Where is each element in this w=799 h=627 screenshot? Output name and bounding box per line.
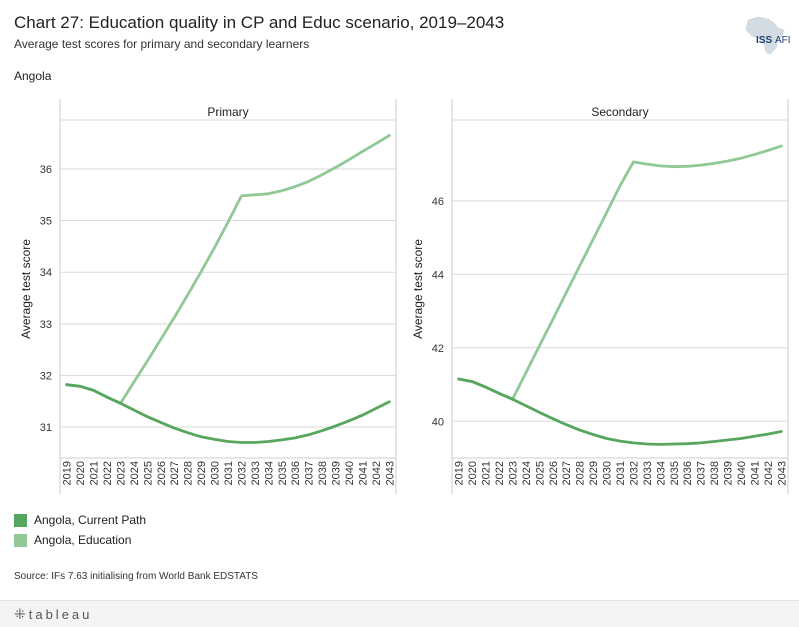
- chart-1-series-education-line[interactable]: [457, 144, 783, 401]
- chart-0-x-tick-label: 2029: [196, 461, 208, 485]
- chart-1-x-tick-label: 2042: [763, 461, 775, 485]
- legend-swatch-education: [14, 533, 27, 547]
- chart-0-x-tick-label: 2033: [250, 461, 262, 485]
- chart-0-x-tick-label: 2019: [62, 461, 74, 485]
- chart-1-x-tick-label: 2038: [709, 461, 721, 485]
- chart-1-x-tick-label: 2041: [749, 461, 761, 485]
- tableau-brand: tableau: [28, 607, 93, 622]
- chart-0-series-current-path-line[interactable]: [65, 383, 391, 444]
- logo-text-accent: AFI: [775, 35, 791, 46]
- chart-1-x-tick-label: 2037: [696, 461, 708, 485]
- chart-1-x-tick-label: 2040: [736, 461, 748, 485]
- source-note: Source: IFs 7.63 initialising from World…: [14, 571, 258, 582]
- chart-0-x-tick-label: 2026: [156, 461, 168, 485]
- chart-1-x-tick-label: 2029: [588, 461, 600, 485]
- chart-0-y-tick-label: 34: [40, 267, 52, 279]
- chart-0-x-tick-label: 2040: [344, 461, 356, 485]
- chart-1-x-tick-label: 2022: [494, 461, 506, 485]
- chart-0-x-tick-label: 2041: [357, 461, 369, 485]
- chart-1-x-tick-label: 2020: [467, 461, 479, 485]
- chart-0-y-tick-label: 32: [40, 370, 52, 382]
- chart-1-x-tick-label: 2024: [521, 461, 533, 485]
- chart-1-y-tick-label: 40: [432, 416, 444, 428]
- chart-0-panel-title: Primary: [207, 105, 248, 119]
- chart-1-x-tick-label: 2025: [534, 461, 546, 485]
- chart-1-y-tick-label: 44: [432, 269, 444, 281]
- legend-label-current-path: Angola, Current Path: [34, 513, 147, 527]
- chart-1-x-tick-label: 2034: [655, 461, 667, 485]
- chart-1-y-tick-label: 42: [432, 343, 444, 355]
- legend-label-education: Angola, Education: [34, 533, 132, 547]
- legend-item-education[interactable]: Angola, Education: [14, 530, 146, 550]
- chart-0-x-tick-label: 2027: [169, 461, 181, 485]
- charts-area: Primary 31 32 33 34 35 36 Average test score 201…: [19, 99, 789, 494]
- chart-0-y-tick-label: 33: [40, 319, 52, 331]
- chart-1-x-tick-label: 2031: [615, 461, 627, 485]
- chart-1-x-tick-label: 2021: [481, 461, 493, 485]
- tableau-logo[interactable]: ⁜ tableau: [14, 606, 92, 623]
- chart-0-x-tick-label: 2034: [263, 461, 275, 485]
- chart-1-x-tick-label: 2036: [682, 461, 694, 485]
- chart-0-x-tick-label: 2042: [371, 461, 383, 485]
- chart-0-x-tick-label: 2021: [89, 461, 101, 485]
- chart-0-x-tick-label: 2028: [183, 461, 195, 485]
- chart-1-x-tick-label: 2030: [602, 461, 614, 485]
- chart-1-x-tick-label: 2032: [628, 461, 640, 485]
- chart-0-x-tick-label: 2032: [236, 461, 248, 485]
- chart-1-x-tick-label: 2039: [723, 461, 735, 485]
- country-label: Angola: [14, 69, 52, 83]
- chart-0-x-tick-label: 2035: [277, 461, 289, 485]
- chart-0-x-tick-label: 2023: [115, 461, 127, 485]
- chart-title: Chart 27: Education quality in CP and Ed…: [14, 13, 505, 32]
- legend-item-current-path[interactable]: Angola, Current Path: [14, 510, 146, 530]
- chart-subtitle: Average test scores for primary and seco…: [14, 37, 310, 51]
- chart-0-x-tick-label: 2037: [304, 461, 316, 485]
- legend: Angola, Current Path Angola, Education: [14, 510, 146, 550]
- logo-text: ISS: [756, 35, 772, 46]
- tableau-cross-icon: ⁜: [14, 606, 26, 622]
- chart-1-x-tick-label: 2033: [642, 461, 654, 485]
- chart-0-x-tick-label: 2025: [142, 461, 154, 485]
- chart-1-x-tick-label: 2026: [548, 461, 560, 485]
- chart-0-x-tick-label: 2030: [210, 461, 222, 485]
- legend-swatch-current-path: [14, 513, 27, 527]
- chart-0-y-tick-label: 35: [40, 216, 52, 228]
- chart-0-x-tick-label: 2038: [317, 461, 329, 485]
- chart-1-panel-title: Secondary: [591, 105, 648, 119]
- chart-1-y-axis-label: Average test score: [411, 239, 425, 339]
- chart-1-y-tick-label: 46: [432, 196, 444, 208]
- chart-0-y-tick-label: 36: [40, 164, 52, 176]
- chart-1-x-tick-label: 2027: [561, 461, 573, 485]
- chart-1-series-current-path-line[interactable]: [457, 377, 783, 446]
- issafrica-logo[interactable]: ISS AFI: [738, 14, 794, 58]
- chart-0-x-tick-label: 2024: [129, 461, 141, 485]
- chart-0-x-tick-label: 2031: [223, 461, 235, 485]
- chart-0-x-tick-label: 2022: [102, 461, 114, 485]
- chart-0-x-tick-label: 2043: [384, 461, 396, 485]
- chart-1-x-tick-label: 2035: [669, 461, 681, 485]
- chart-0-series-education-line[interactable]: [65, 134, 391, 405]
- chart-1-x-tick-label: 2028: [575, 461, 587, 485]
- chart-1-x-tick-label: 2023: [507, 461, 519, 485]
- chart-0-y-axis-label: Average test score: [19, 239, 33, 339]
- chart-0-y-tick-label: 31: [40, 422, 52, 434]
- chart-1-x-tick-label: 2043: [776, 461, 788, 485]
- chart-0-x-tick-label: 2020: [75, 461, 87, 485]
- chart-1-x-tick-label: 2019: [454, 461, 466, 485]
- africa-map-icon: [745, 16, 785, 55]
- footer-bar: ⁜ tableau: [0, 600, 799, 627]
- chart-0-x-tick-label: 2036: [290, 461, 302, 485]
- chart-0-x-tick-label: 2039: [331, 461, 343, 485]
